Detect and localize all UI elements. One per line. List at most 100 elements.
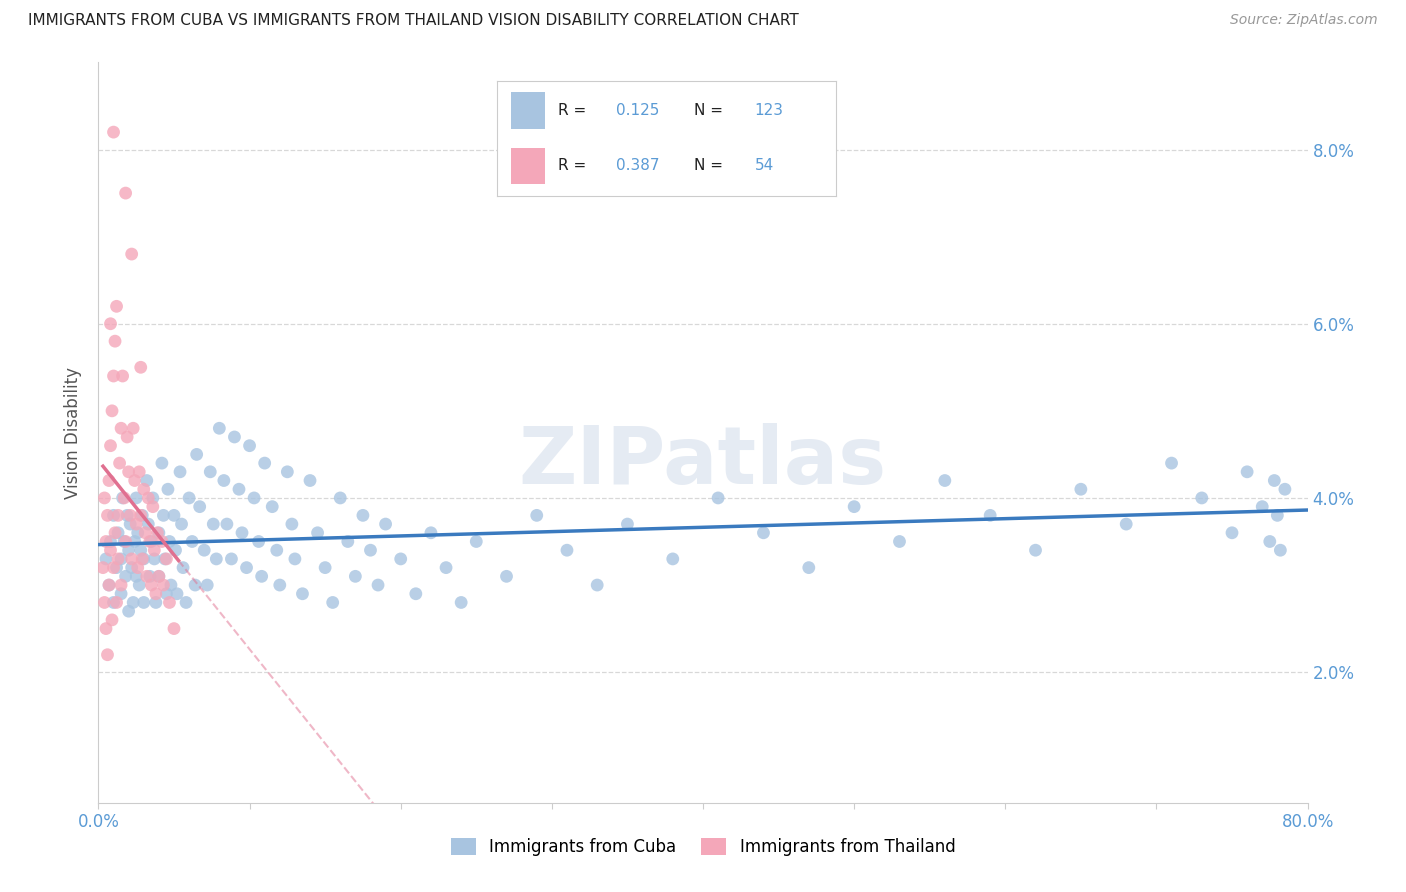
Point [153,552,176,566]
Point [526,508,548,523]
Point [127,525,149,540]
Point [118,465,141,479]
Point [98,474,121,488]
Point [111,491,134,505]
Point [269,578,291,592]
Point [129,508,152,523]
Point [159,595,181,609]
Point [100,534,122,549]
Point [129,543,152,558]
Point [1220,525,1243,540]
Point [110,587,132,601]
Point [136,491,159,505]
Point [94,622,117,636]
Point [465,534,488,549]
Legend: Immigrants from Cuba, Immigrants from Thailand: Immigrants from Cuba, Immigrants from Th… [443,830,963,865]
Point [495,569,517,583]
Point [110,421,132,435]
Point [139,534,162,549]
Point [405,587,427,601]
Point [247,534,270,549]
Point [94,552,117,566]
Point [367,578,389,592]
Point [360,543,382,558]
Point [336,534,359,549]
Point [148,569,170,583]
Point [159,534,181,549]
Point [1263,474,1285,488]
Point [934,474,956,488]
Point [221,552,243,566]
Point [101,404,124,418]
Point [94,534,117,549]
Point [150,534,173,549]
Point [276,465,298,479]
Point [1258,534,1281,549]
Point [125,517,148,532]
Point [122,421,145,435]
Point [98,578,121,592]
Point [98,578,121,592]
Point [707,491,730,505]
Point [235,560,257,574]
Point [110,578,132,592]
Point [105,299,128,313]
Point [586,578,609,592]
Point [142,500,165,514]
Point [124,474,146,488]
Point [262,500,284,514]
Point [114,186,136,200]
Point [188,500,211,514]
Point [129,360,152,375]
Point [661,552,683,566]
Point [107,552,129,566]
Point [1115,517,1137,532]
Point [250,569,273,583]
Point [152,508,174,523]
Point [155,587,177,601]
Point [208,421,231,435]
Point [114,534,136,549]
Point [124,534,146,549]
Point [141,578,163,592]
Point [979,508,1001,523]
Point [93,491,115,505]
Point [152,578,174,592]
Point [91,560,114,574]
Point [112,534,135,549]
Point [93,595,115,609]
Point [281,517,304,532]
Text: ZIPatlas: ZIPatlas [519,423,887,501]
Point [389,552,412,566]
Point [170,517,193,532]
Point [118,604,141,618]
Point [100,439,122,453]
Point [139,569,162,583]
Point [132,552,155,566]
Point [136,517,159,532]
Point [128,578,150,592]
Point [266,543,288,558]
Point [141,534,163,549]
Point [1160,456,1182,470]
Point [155,552,177,566]
Point [105,595,128,609]
Point [131,508,153,523]
Point [128,465,150,479]
Point [179,491,201,505]
Point [166,587,188,601]
Point [104,334,127,348]
Point [284,552,307,566]
Point [115,508,138,523]
Point [205,552,228,566]
Point [1070,482,1092,496]
Point [122,595,145,609]
Point [616,517,638,532]
Point [132,595,155,609]
Point [104,525,127,540]
Point [135,474,157,488]
Text: Source: ZipAtlas.com: Source: ZipAtlas.com [1230,13,1378,28]
Point [108,456,131,470]
Point [160,578,183,592]
Point [329,491,352,505]
